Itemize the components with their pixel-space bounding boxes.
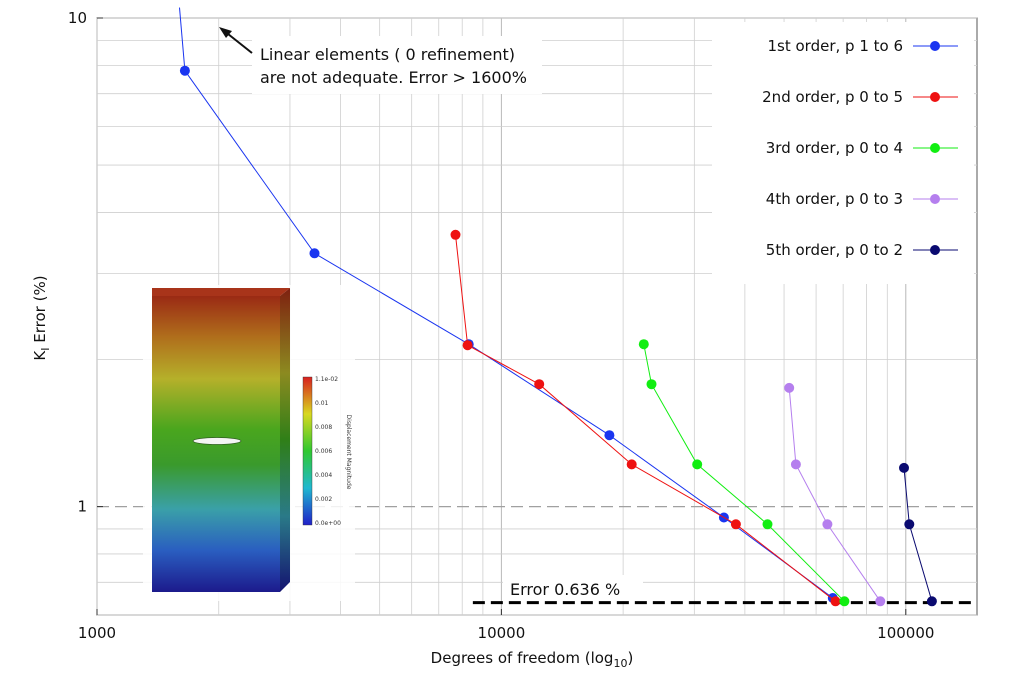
data-point: [309, 248, 320, 259]
data-point: [692, 459, 703, 470]
data-point: [626, 459, 637, 470]
legend-marker: [930, 194, 940, 204]
data-point: [904, 519, 915, 530]
colorbar-tick-label: 1.1e-02: [315, 376, 338, 383]
y-tick-label: 10: [68, 9, 87, 27]
legend-label: 1st order, p 1 to 6: [767, 37, 903, 55]
colorbar-tick-label: 0.006: [315, 448, 332, 455]
x-tick-label: 100000: [877, 624, 934, 642]
y-axis-label: KI Error (%): [31, 275, 52, 360]
legend: 1st order, p 1 to 6 2nd order, p 0 to 5 3r…: [762, 37, 958, 259]
data-point: [839, 596, 850, 607]
legend-box: [712, 22, 974, 284]
legend-marker: [930, 92, 940, 102]
data-point: [762, 519, 773, 530]
data-point: [604, 430, 615, 441]
series-3: [638, 339, 850, 607]
data-point: [179, 65, 190, 76]
annotation: Linear elements ( 0 refinement) are not …: [219, 27, 542, 94]
legend-entry: 1st order, p 1 to 6: [767, 37, 958, 55]
series-line: [788, 387, 881, 602]
series-4: [784, 382, 886, 607]
data-point: [638, 339, 649, 350]
legend-label: 4th order, p 0 to 3: [766, 190, 903, 208]
data-point: [926, 596, 937, 607]
legend-marker: [930, 41, 940, 51]
colorbar-title: Displacement Magnitude: [345, 415, 352, 490]
data-point: [646, 379, 657, 390]
y-tick-label: 1: [77, 498, 87, 516]
data-point: [462, 340, 473, 351]
x-tick-label: 10000: [478, 624, 526, 642]
legend-marker: [930, 143, 940, 153]
series: [179, 7, 937, 607]
colorbar-tick-label: 0.004: [315, 472, 332, 479]
inset-render: 1.1e-02 0.01 0.008 0.006 0.004 0.002 0.0e+00 D…: [143, 285, 355, 601]
legend-label: 3rd order, p 0 to 4: [766, 139, 903, 157]
series-5: [899, 462, 937, 607]
legend-label: 5th order, p 0 to 2: [766, 241, 903, 259]
x-tick-label: 1000: [78, 624, 116, 642]
data-point: [450, 229, 461, 240]
data-point: [875, 596, 886, 607]
data-point: [822, 519, 833, 530]
legend-entry: 4th order, p 0 to 3: [766, 190, 958, 208]
legend-entry: 2nd order, p 0 to 5: [762, 88, 958, 106]
data-point: [730, 519, 741, 530]
legend-entry: 5th order, p 0 to 2: [766, 241, 958, 259]
x-axis-label: Degrees of freedom (log10): [431, 649, 634, 670]
legend-label: 2nd order, p 0 to 5: [762, 88, 903, 106]
data-point: [784, 382, 795, 393]
colorbar-tick-label: 0.008: [315, 424, 332, 431]
series-line: [455, 234, 836, 602]
reference-line-label: Error 0.636 %: [510, 580, 620, 599]
colorbar-tick-label: 0.0e+00: [315, 520, 341, 527]
annotation-line2: are not adequate. Error > 1600%: [260, 68, 527, 87]
data-point: [534, 379, 545, 390]
legend-entry: 3rd order, p 0 to 4: [766, 139, 958, 157]
colorbar-tick-label: 0.01: [315, 400, 329, 407]
annotation-line1: Linear elements ( 0 refinement): [260, 45, 515, 64]
colorbar-tick-label: 0.002: [315, 496, 332, 503]
data-point: [790, 459, 801, 470]
data-point: [899, 462, 909, 473]
series-2: [450, 229, 841, 607]
data-point: [830, 596, 841, 607]
legend-marker: [930, 245, 940, 255]
ticks: 1000 10000 100000 1 10: [68, 9, 935, 642]
